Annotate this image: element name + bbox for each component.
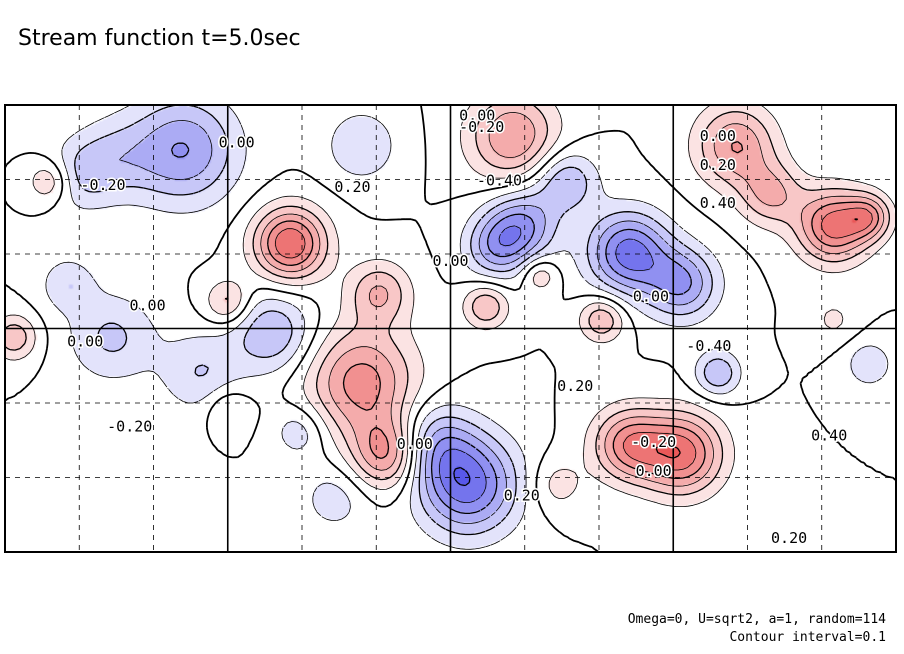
contour-label: 0.00 <box>636 462 672 480</box>
contour-label: 0.20 <box>334 178 370 196</box>
negative-contour <box>74 105 733 536</box>
contour-label: 0.00 <box>459 107 495 125</box>
positive-contour <box>5 105 896 507</box>
negative-contour <box>118 120 703 524</box>
chart-title: Stream function t=5.0sec <box>18 26 301 51</box>
contour-label: -0.40 <box>686 337 731 355</box>
contour-label: 0.20 <box>504 487 540 505</box>
contour-label: 0.00 <box>633 288 669 306</box>
positive-contour <box>655 218 859 459</box>
positive-contour <box>267 140 880 480</box>
contour-label: 0.00 <box>397 435 433 453</box>
positive-contour <box>274 207 873 471</box>
contour-label: -0.40 <box>477 171 522 189</box>
contour-interval-note: Contour interval=0.1 <box>729 630 886 645</box>
negative-contour <box>439 225 654 503</box>
contour-label: 0.00 <box>129 297 165 315</box>
zero-contour <box>5 105 896 552</box>
contour-label: -0.20 <box>107 417 152 435</box>
contour-label: 0.20 <box>700 156 736 174</box>
contour-label: 0.00 <box>432 252 468 270</box>
contour-label: 0.20 <box>557 377 593 395</box>
contour-label: 0.40 <box>811 426 847 444</box>
contour-label: -0.20 <box>459 118 504 136</box>
contour-label: 0.00 <box>700 127 736 145</box>
parameters-note: Omega=0, U=sqrt2, a=1, random=114 <box>627 612 886 627</box>
contour-labels: 0.00-0.20-0.400.00 0.000.200.40-0.20 0.200… <box>66 105 849 548</box>
positive-contour <box>260 112 885 487</box>
contour-label: 0.40 <box>700 194 736 212</box>
negative-contour <box>453 466 471 487</box>
positive-contour <box>5 105 891 496</box>
contour-label: -0.20 <box>631 433 676 451</box>
negative-contour <box>45 105 889 550</box>
contour-label: 0.20 <box>771 529 807 547</box>
contour-label: 0.00 <box>219 133 255 151</box>
plot-frame <box>4 104 897 553</box>
contour-lines <box>5 105 896 552</box>
contour-label: -0.20 <box>80 176 125 194</box>
contour-label: 0.00 <box>67 332 103 350</box>
negative-contour <box>170 142 692 515</box>
